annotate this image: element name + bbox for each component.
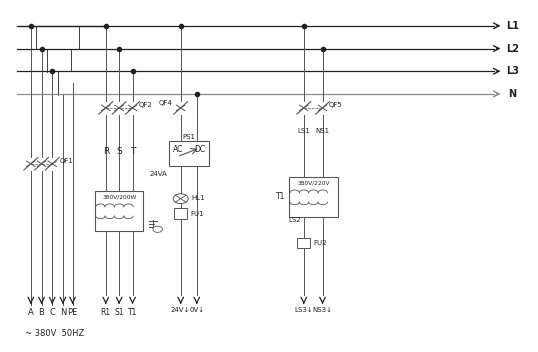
Circle shape xyxy=(153,226,162,232)
Text: PE: PE xyxy=(67,308,78,317)
Text: L3: L3 xyxy=(506,66,519,76)
Text: NS1: NS1 xyxy=(315,128,330,134)
Text: S: S xyxy=(116,147,122,156)
Text: L2: L2 xyxy=(506,44,519,54)
Text: N: N xyxy=(508,89,516,99)
Text: T1: T1 xyxy=(128,308,137,317)
Text: LS1: LS1 xyxy=(298,128,310,134)
Text: R: R xyxy=(103,147,109,156)
Bar xyxy=(298,238,310,249)
Bar xyxy=(289,177,337,217)
Bar xyxy=(174,208,187,219)
Text: NS3↓: NS3↓ xyxy=(313,307,332,313)
Text: C: C xyxy=(49,308,55,317)
Text: 24V↓: 24V↓ xyxy=(171,307,190,313)
Text: LS2: LS2 xyxy=(288,216,301,223)
Text: ~ 380V  50HZ: ~ 380V 50HZ xyxy=(25,329,84,338)
Text: S1: S1 xyxy=(115,308,124,317)
Text: FU2: FU2 xyxy=(314,240,327,246)
Text: T: T xyxy=(130,147,135,156)
Text: QF1: QF1 xyxy=(59,158,73,164)
Text: 380V/220V: 380V/220V xyxy=(297,181,330,186)
Text: QF4: QF4 xyxy=(159,100,173,106)
Bar xyxy=(168,141,209,165)
Text: QF2: QF2 xyxy=(139,102,153,108)
Text: 380V/200W: 380V/200W xyxy=(102,195,136,200)
Text: N: N xyxy=(60,308,66,317)
Text: PS1: PS1 xyxy=(182,134,195,140)
Text: LS3↓: LS3↓ xyxy=(294,307,313,313)
Text: AC: AC xyxy=(173,145,183,154)
Text: 24VA: 24VA xyxy=(150,171,167,177)
Text: HL1: HL1 xyxy=(192,195,205,201)
Text: R1: R1 xyxy=(101,308,111,317)
Circle shape xyxy=(173,194,188,203)
Text: B: B xyxy=(39,308,45,317)
Text: A: A xyxy=(28,308,34,317)
Text: FU1: FU1 xyxy=(190,210,204,216)
Text: 0V↓: 0V↓ xyxy=(189,307,204,313)
Text: T1: T1 xyxy=(275,193,285,201)
Text: L1: L1 xyxy=(506,21,519,31)
Bar xyxy=(95,191,143,231)
Text: QF5: QF5 xyxy=(329,102,343,108)
Text: DC: DC xyxy=(194,145,205,154)
